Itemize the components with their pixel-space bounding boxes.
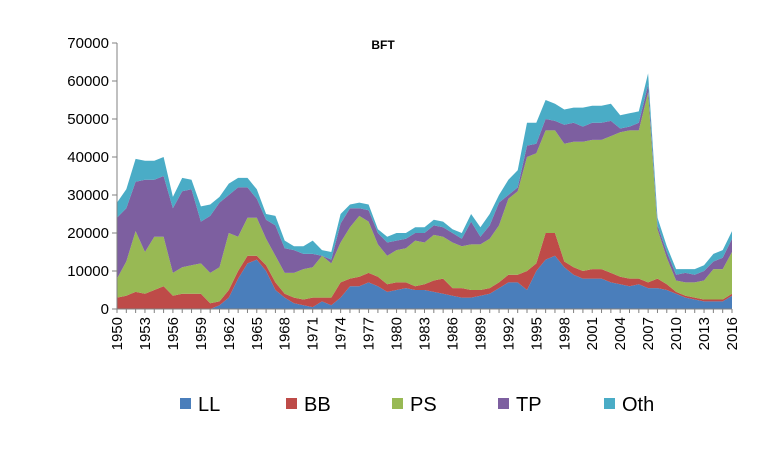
x-tick-label: 1995: [528, 317, 545, 350]
area-bb: [117, 233, 732, 309]
legend-swatch-oth: [604, 398, 615, 409]
area-tp: [117, 84, 732, 283]
y-tick-label: 20000: [67, 225, 109, 242]
legend-label-tp: TP: [516, 394, 542, 416]
x-tick-label: 1986: [444, 317, 461, 350]
chart-title: BFT: [371, 38, 395, 52]
axes: 0 10000 20000 30000 40000 50000 60000 70000 1950…: [67, 35, 741, 350]
x-tick-label: 2007: [640, 317, 657, 350]
legend-label-ll: LL: [198, 394, 220, 416]
x-tick-label: 2010: [668, 317, 685, 350]
x-tick-label: 1950: [109, 317, 126, 350]
x-tick-label: 1968: [277, 317, 294, 350]
x-tick-label: 1959: [193, 317, 210, 350]
x-tick-label: 1971: [305, 317, 322, 350]
area-oth: [117, 73, 732, 275]
x-tick-label: 2013: [696, 317, 713, 350]
legend-swatch-ll: [180, 398, 191, 409]
legend-swatch-tp: [498, 398, 509, 409]
x-tick-label: 1983: [417, 317, 434, 350]
area-ps: [117, 92, 732, 304]
x-tick-label: 2016: [724, 317, 741, 350]
y-tick-label: 70000: [67, 35, 109, 52]
y-tick-label: 0: [101, 301, 109, 318]
y-tick-label: 60000: [67, 73, 109, 90]
x-tick-label: 1977: [361, 317, 378, 350]
legend-label-oth: Oth: [622, 394, 654, 416]
y-tick-label: 50000: [67, 111, 109, 128]
x-tick-label: 1965: [249, 317, 266, 350]
y-tick-label: 30000: [67, 187, 109, 204]
legend-label-bb: BB: [304, 394, 331, 416]
y-tick-label: 40000: [67, 149, 109, 166]
x-tick-label: 1980: [389, 317, 406, 350]
x-tick-label: 1989: [472, 317, 489, 350]
x-tick-label: 1974: [333, 317, 350, 350]
x-tick-label: 2004: [612, 317, 629, 350]
x-tick-label: 1992: [500, 317, 517, 350]
legend-label-ps: PS: [410, 394, 437, 416]
x-tick-label: 1956: [165, 317, 182, 350]
legend-swatch-bb: [286, 398, 297, 409]
legend-swatch-ps: [392, 398, 403, 409]
x-tick-label: 1953: [137, 317, 154, 350]
x-tick-label: 2001: [584, 317, 601, 350]
legend: LL BB PS TP Oth: [180, 394, 654, 416]
x-tick-label: 1962: [221, 317, 238, 350]
x-tick-label: 1998: [556, 317, 573, 350]
area-ll: [117, 255, 732, 309]
area-series-group: [117, 73, 732, 309]
y-tick-label: 10000: [67, 263, 109, 280]
